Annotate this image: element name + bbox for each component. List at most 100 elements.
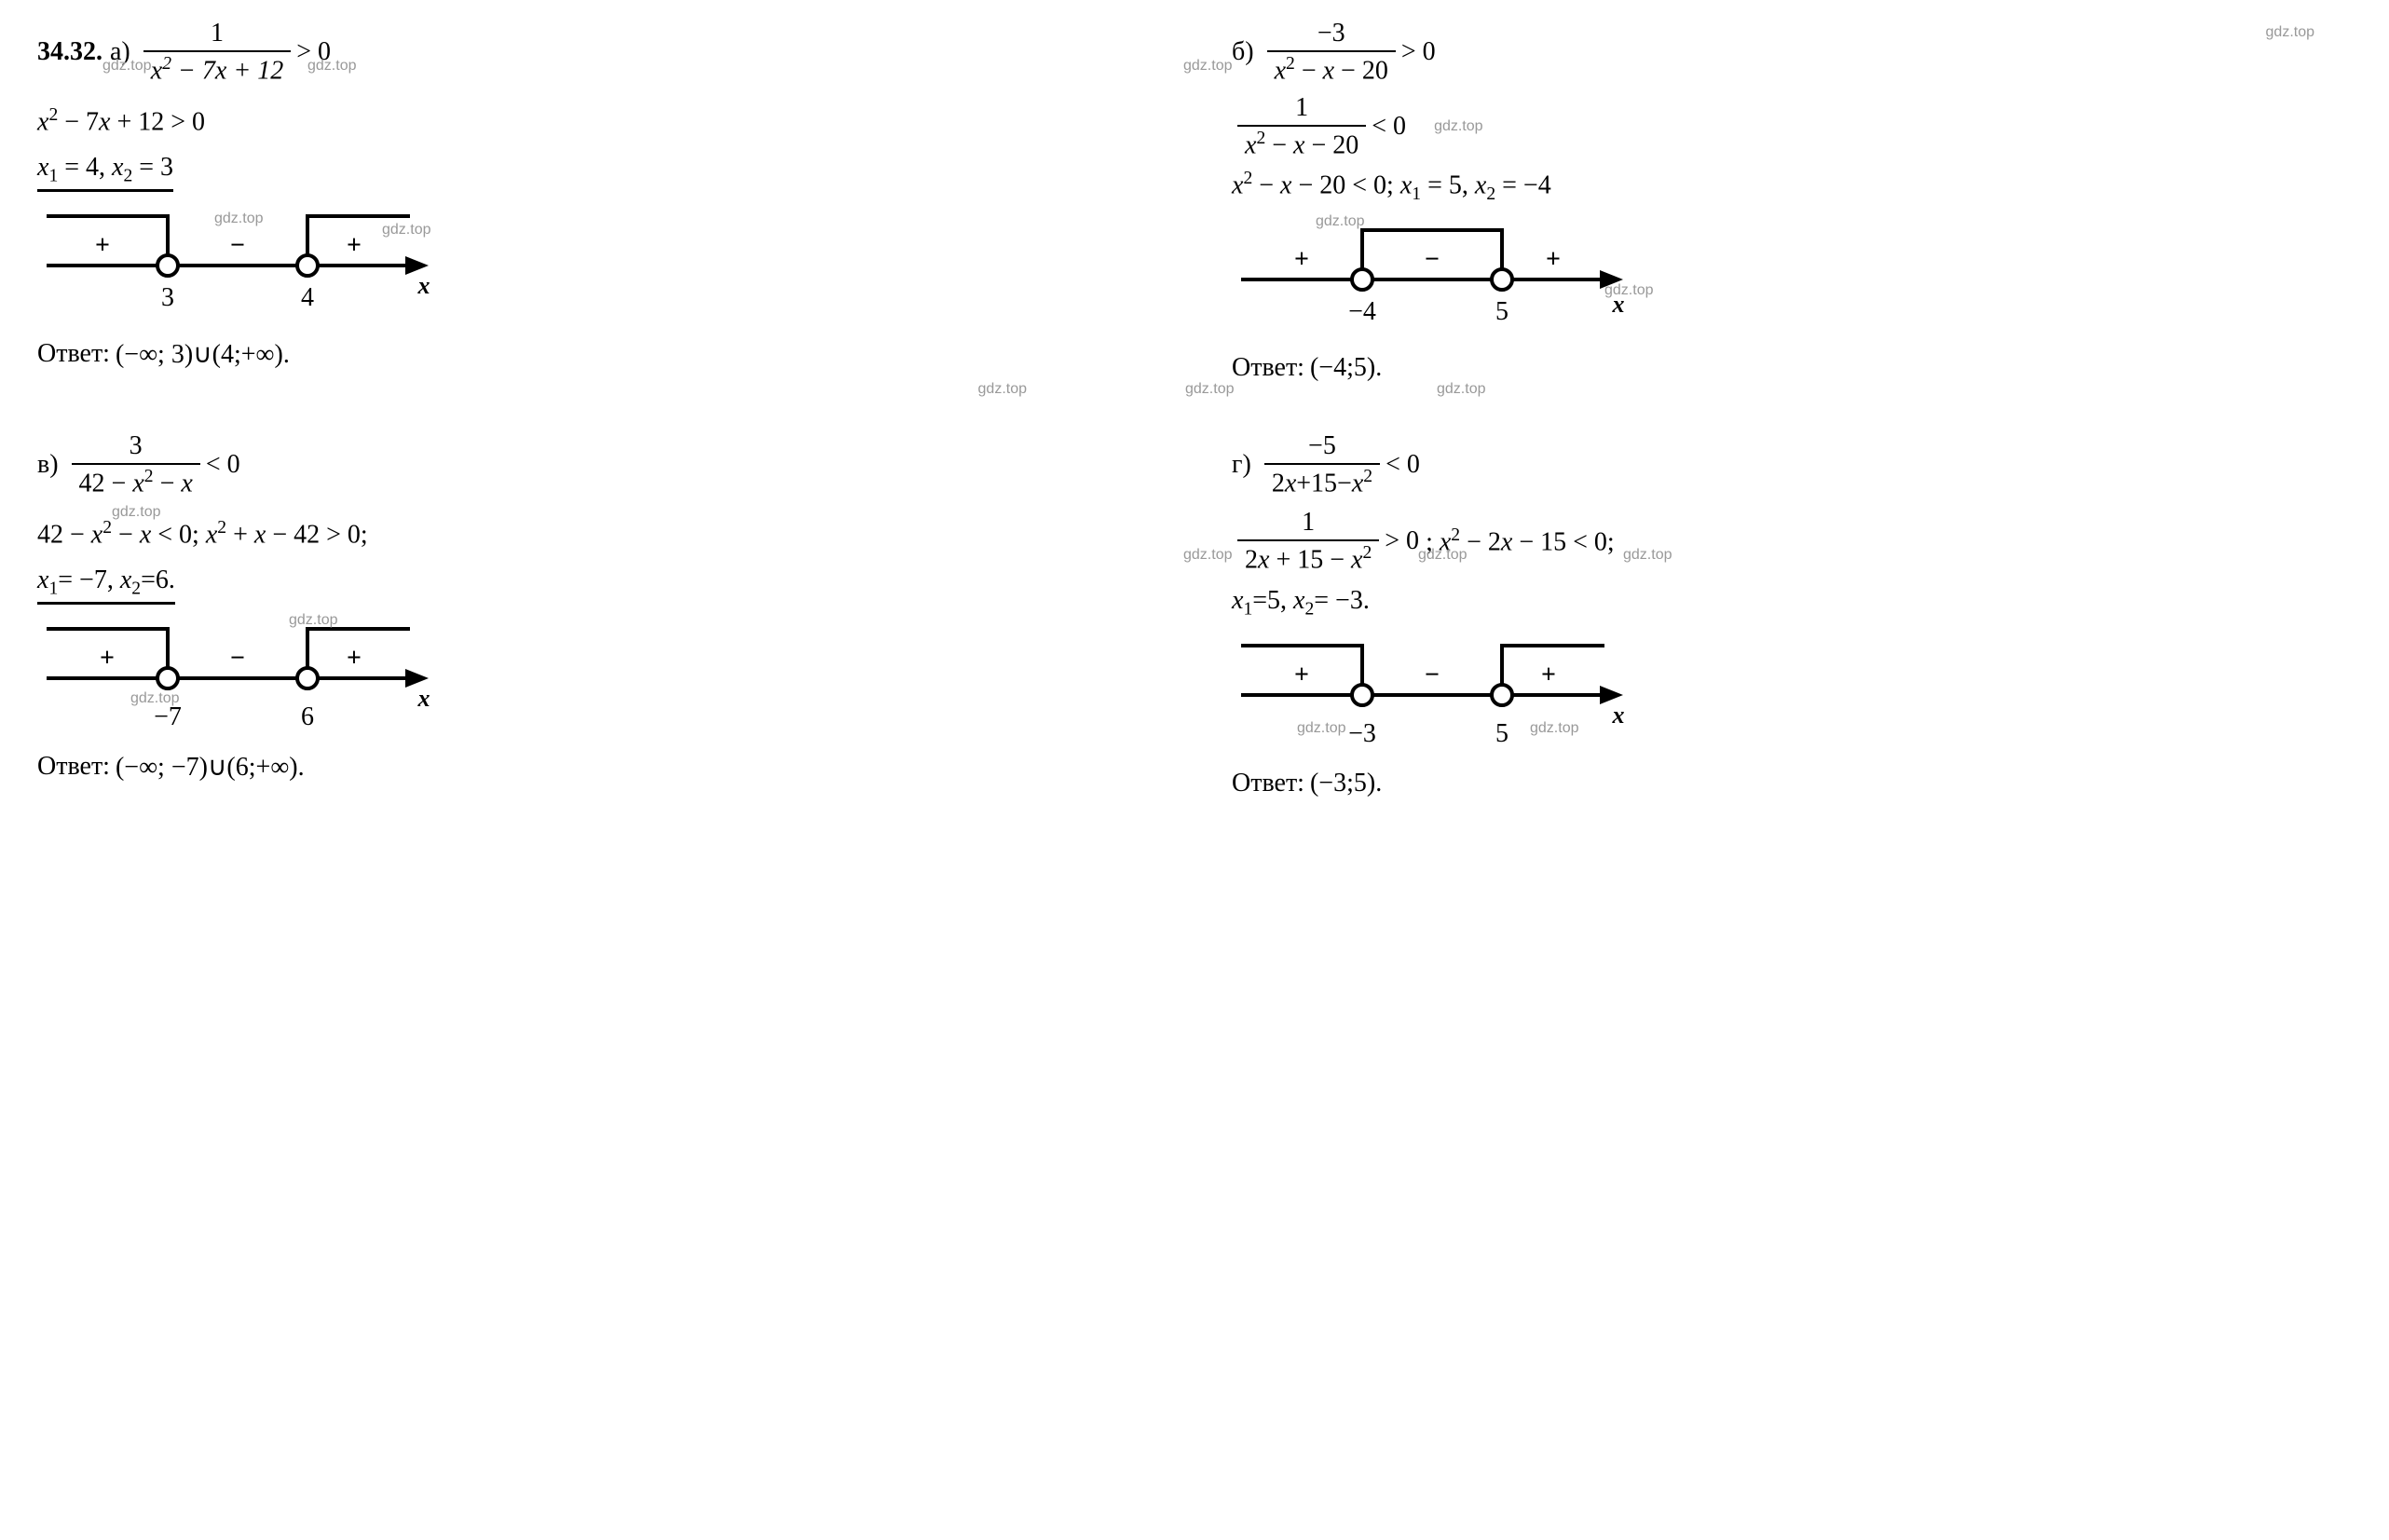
denominator: x2 − 7x + 12 xyxy=(143,50,291,86)
svg-text:+: + xyxy=(1541,661,1556,689)
problem-grid: 34.32. а) gdz.top 1 x2 − 7x + 12 > 0 gdz… xyxy=(37,19,2352,810)
step-line: 42 − x2 − x < 0; x2 + x − 42 > 0; xyxy=(37,515,1157,552)
step-text: x2 − 7x + 12 > 0 xyxy=(37,105,205,137)
answer-line: Ответ: (−∞; −7)∪(6;+∞). xyxy=(37,748,1157,785)
roots-line: x1=5, x2= −3. xyxy=(1232,584,2352,621)
denominator: x2 − x − 20 xyxy=(1237,125,1366,160)
fraction: 3 42 − x2 − x xyxy=(72,431,200,498)
step-line: x2 − 7x + 12 > 0 xyxy=(37,102,1157,140)
answer-label: Ответ: xyxy=(37,752,110,782)
numerator: 1 xyxy=(1288,93,1316,125)
svg-text:x: x xyxy=(417,685,430,712)
answer-label: Ответ: xyxy=(1232,769,1304,798)
watermark: gdz.top xyxy=(289,612,337,629)
watermark: gdz.top xyxy=(1530,720,1578,737)
svg-text:−: − xyxy=(230,644,245,673)
step-text: 42 − x2 − x < 0; x2 + x − 42 > 0; xyxy=(37,518,368,550)
answer-line: Ответ: (−∞; 3)∪(4;+∞). xyxy=(37,335,1157,373)
denominator: 2x+15−x2 xyxy=(1264,463,1380,498)
svg-text:3: 3 xyxy=(161,283,174,312)
numberline: gdz.top gdz.top + − + −4 5 x xyxy=(1232,219,2352,340)
svg-text:5: 5 xyxy=(1495,297,1508,326)
part-label: г) xyxy=(1232,450,1251,480)
watermark: gdz.top xyxy=(1316,213,1364,230)
denominator: 2x + 15 − x2 xyxy=(1237,539,1379,575)
watermark: gdz.top xyxy=(1418,547,1467,564)
roots: x1 = 4, x2 = 3 xyxy=(37,153,173,192)
numberline-svg: + − + −3 5 x xyxy=(1232,634,1632,756)
svg-text:+: + xyxy=(95,231,110,260)
inequality-line: г) −5 2x+15−x2 < 0 xyxy=(1232,431,2352,498)
step2-line: x2 − x − 20 < 0; x1 = 5, x2 = −4 xyxy=(1232,169,2352,206)
numerator: −3 xyxy=(1310,19,1353,50)
watermark: gdz.top xyxy=(1623,547,1672,564)
inequality-line: в) 3 42 − x2 − x < 0 xyxy=(37,431,1157,498)
svg-text:+: + xyxy=(347,231,362,260)
svg-text:6: 6 xyxy=(301,702,314,731)
numerator: 3 xyxy=(122,431,150,463)
svg-text:+: + xyxy=(1546,245,1561,274)
roots-line: x1 = 4, x2 = 3 xyxy=(37,153,1157,192)
roots: x1=5, x2= −3. xyxy=(1232,586,1370,620)
denominator: 42 − x2 − x xyxy=(72,463,200,498)
numerator: −5 xyxy=(1301,431,1344,463)
svg-text:−4: −4 xyxy=(1348,297,1376,326)
problem-number: 34.32. xyxy=(37,37,102,67)
watermark: gdz.top xyxy=(978,381,1027,398)
step2-text: x2 − x − 20 < 0; x1 = 5, x2 = −4 xyxy=(1232,169,1551,205)
inequality-line: 34.32. а) gdz.top 1 x2 − 7x + 12 > 0 gdz… xyxy=(37,19,1157,86)
watermark: gdz.top xyxy=(1185,381,1234,398)
answer-label: Ответ: xyxy=(1232,353,1304,383)
answer: (−4;5). xyxy=(1310,353,1382,383)
part-d: г) −5 2x+15−x2 < 0 gdz.top 1 2x + 15 − x… xyxy=(1232,431,2352,811)
denominator: x2 − x − 20 xyxy=(1267,50,1396,86)
relation: < 0 xyxy=(206,450,240,480)
watermark: gdz.top xyxy=(382,222,430,238)
watermark: gdz.top xyxy=(1604,282,1653,299)
svg-text:+: + xyxy=(1294,245,1309,274)
part-a: 34.32. а) gdz.top 1 x2 − 7x + 12 > 0 gdz… xyxy=(37,19,1157,394)
watermark: gdz.top xyxy=(1437,381,1485,398)
fraction: 1 2x + 15 − x2 xyxy=(1237,508,1379,575)
answer: (−∞; −7)∪(6;+∞). xyxy=(116,751,305,783)
part-label: в) xyxy=(37,450,59,480)
svg-text:+: + xyxy=(1294,661,1309,689)
numberline: gdz.top gdz.top + − + −3 5 x xyxy=(1232,634,2352,756)
watermark: gdz.top xyxy=(1183,547,1232,564)
step-frac-line: gdz.top 1 2x + 15 − x2 > 0 ; x2 − 2x − 1… xyxy=(1232,508,2352,575)
answer-line: Ответ: (−3;5). xyxy=(1232,765,2352,802)
inequality-line: б) gdz.top −3 x2 − x − 20 > 0 xyxy=(1232,19,2352,86)
relation: > 0 xyxy=(1401,37,1436,67)
answer: (−3;5). xyxy=(1310,769,1382,798)
fraction: −5 2x+15−x2 xyxy=(1264,431,1380,498)
svg-text:−: − xyxy=(230,231,245,260)
watermark: gdz.top xyxy=(112,504,160,521)
svg-text:x: x xyxy=(417,272,430,299)
svg-text:−: − xyxy=(1425,245,1440,274)
roots-line: x1= −7, x2=6. xyxy=(37,566,1157,605)
part-c: в) 3 42 − x2 − x < 0 gdz.top 42 − x2 − x… xyxy=(37,431,1157,811)
watermark: gdz.top xyxy=(1297,720,1345,737)
relation: > 0 xyxy=(1385,526,1419,556)
part-b: gdz.top б) gdz.top −3 x2 − x − 20 > 0 1 … xyxy=(1232,19,2352,394)
svg-text:+: + xyxy=(100,644,115,673)
relation: < 0 xyxy=(1372,112,1406,142)
answer-label: Ответ: xyxy=(37,339,110,369)
watermark: gdz.top xyxy=(307,58,356,75)
watermark: gdz.top xyxy=(130,690,179,707)
relation: < 0 xyxy=(1386,450,1420,480)
numberline: gdz.top gdz.top + − + 3 4 x xyxy=(37,205,1157,326)
svg-text:+: + xyxy=(347,644,362,673)
watermark: gdz.top xyxy=(214,211,263,227)
svg-text:−: − xyxy=(1425,661,1440,689)
svg-text:x: x xyxy=(1612,702,1625,729)
watermark: gdz.top xyxy=(1183,58,1232,75)
answer-line: Ответ: (−4;5). xyxy=(1232,349,2352,387)
numberline-svg: + − + −4 5 x xyxy=(1232,219,1632,340)
numberline: gdz.top gdz.top + − + −7 6 x xyxy=(37,618,1157,739)
svg-text:−3: −3 xyxy=(1348,719,1376,748)
numerator: 1 xyxy=(1294,508,1322,539)
fraction: −3 x2 − x − 20 xyxy=(1267,19,1396,86)
watermark: gdz.top xyxy=(102,58,151,75)
roots: x1= −7, x2=6. xyxy=(37,566,175,605)
